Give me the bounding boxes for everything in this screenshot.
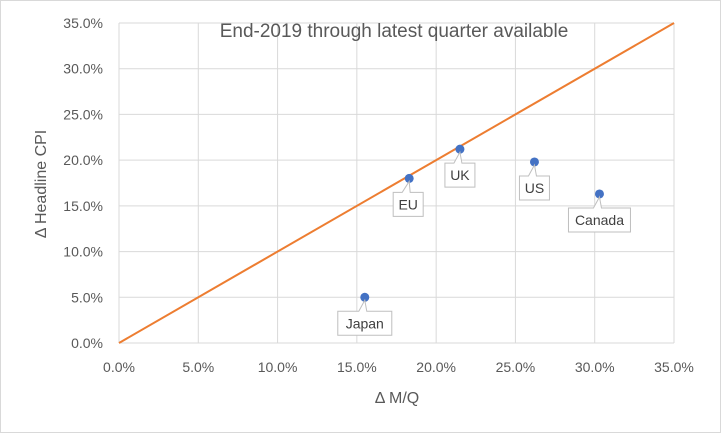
x-tick-label: 15.0%	[337, 359, 377, 375]
data-point	[404, 173, 414, 183]
x-tick-label: 20.0%	[416, 359, 456, 375]
data-label: Japan	[346, 315, 384, 331]
data-label-box	[567, 195, 631, 233]
data-label-callout: EU	[392, 179, 424, 217]
data-label: EU	[398, 196, 417, 212]
points-layer	[360, 144, 604, 302]
reference-line	[118, 22, 675, 344]
axes: 0.0% 5.0% 10.0% 15.0% 20.0% 25.0% 30.0% 35.0% 0.…	[63, 15, 694, 375]
x-tick-label: 25.0%	[496, 359, 536, 375]
data-label-callout: Canada	[567, 195, 631, 233]
x-axis-title: Δ M/Q	[375, 390, 419, 407]
y-tick-label: 25.0%	[63, 106, 103, 122]
data-point	[360, 292, 370, 302]
gridlines	[118, 22, 675, 344]
reference-line-layer	[118, 22, 675, 344]
y-tick-label: 10.0%	[63, 244, 103, 260]
data-label-box	[392, 179, 424, 217]
data-label-box	[337, 298, 393, 336]
data-point	[455, 144, 465, 154]
data-label-callout: UK	[444, 150, 476, 188]
data-label-box	[444, 150, 476, 188]
y-tick-label: 35.0%	[63, 15, 103, 31]
y-tick-label: 30.0%	[63, 61, 103, 77]
data-label: Canada	[575, 212, 624, 228]
y-axis-title: Δ Headline CPI	[33, 130, 50, 239]
x-tick-label: 30.0%	[575, 359, 615, 375]
data-labels-layer: Japan EU UK US Canada	[337, 150, 631, 336]
x-tick-label: 5.0%	[182, 359, 214, 375]
y-tick-label: 15.0%	[63, 198, 103, 214]
data-label-box	[518, 163, 550, 201]
data-label-callout: Japan	[337, 298, 393, 336]
data-label-callout: US	[518, 163, 550, 201]
data-point	[594, 189, 604, 199]
x-tick-label: 35.0%	[654, 359, 694, 375]
y-tick-label: 0.0%	[71, 335, 103, 351]
data-label: US	[525, 180, 544, 196]
x-tick-label: 0.0%	[103, 359, 135, 375]
x-tick-label: 10.0%	[258, 359, 298, 375]
data-point	[529, 157, 539, 167]
chart-title: End-2019 through latest quarter availabl…	[220, 21, 569, 42]
data-label: UK	[450, 167, 470, 183]
y-tick-label: 20.0%	[63, 152, 103, 168]
y-tick-label: 5.0%	[71, 289, 103, 305]
